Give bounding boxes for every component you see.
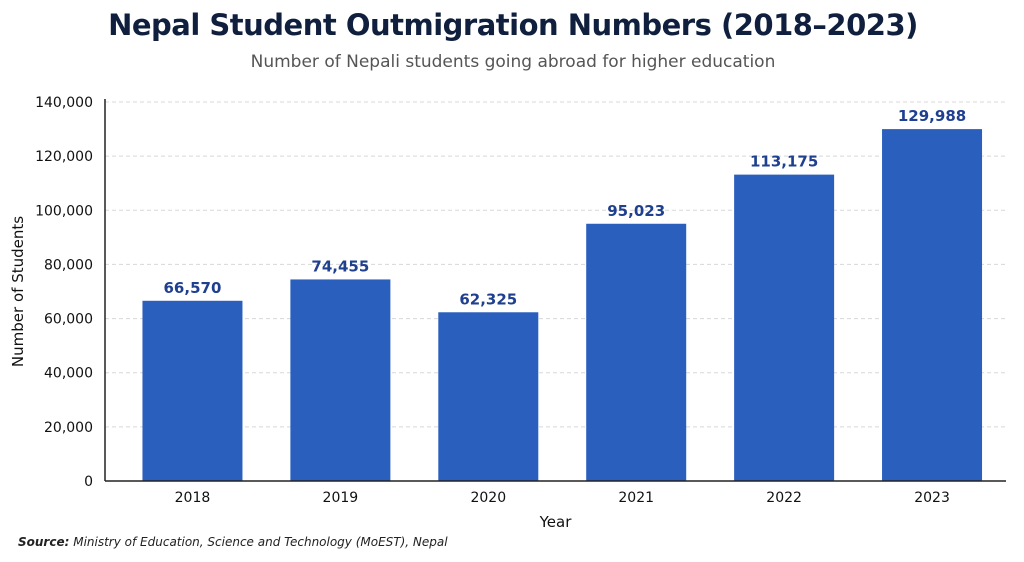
data-label: 95,023 [607,202,665,220]
data-label: 62,325 [459,290,517,308]
y-tick-label: 100,000 [35,203,93,219]
y-tick-label: 20,000 [44,420,93,436]
data-label: 129,988 [898,107,966,125]
source-note: Source: Ministry of Education, Science a… [18,535,448,549]
x-tick-label: 2022 [766,490,802,506]
x-tick-label: 2019 [323,490,359,506]
x-tick-label: 2018 [175,490,211,506]
data-label: 113,175 [750,153,818,171]
bar [586,223,687,482]
source-label: Source: [18,535,70,549]
x-axis-title: Year [539,513,573,531]
y-tick-label: 80,000 [44,257,93,273]
source-text: Ministry of Education, Science and Techn… [69,535,448,549]
x-tick-label: 2023 [914,490,950,506]
bar [290,279,391,481]
chart-title: Nepal Student Outmigration Numbers (2018… [108,8,918,42]
y-tick-label: 140,000 [35,95,93,111]
x-tick-label: 2021 [618,490,654,506]
x-tick-label: 2020 [470,490,506,506]
chart-subtitle: Number of Nepali students going abroad f… [250,52,776,72]
bar [438,312,539,481]
y-tick-label: 40,000 [44,366,93,382]
y-tick-label: 0 [84,474,93,490]
y-axis-title: Number of Students [9,216,27,367]
y-tick-label: 60,000 [44,312,93,328]
data-label: 74,455 [311,257,369,275]
bar [734,174,835,481]
data-label: 66,570 [164,279,222,297]
bar [882,129,983,481]
y-tick-label: 120,000 [35,149,93,165]
bar [142,300,243,481]
